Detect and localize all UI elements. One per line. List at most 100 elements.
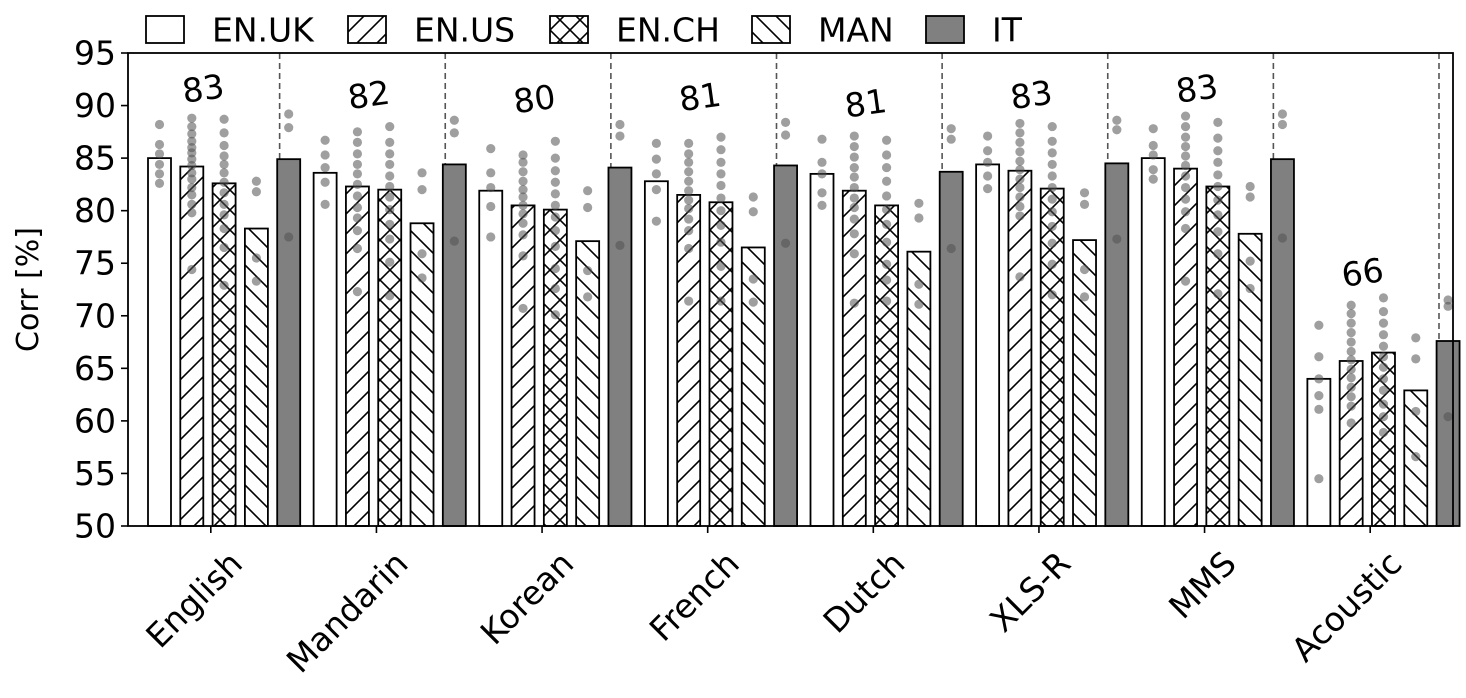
scatter-point	[518, 209, 528, 219]
scatter-point	[849, 182, 859, 193]
scatter-point	[320, 162, 330, 173]
bar-korean-en-ch	[542, 208, 568, 527]
scatter-point	[518, 303, 528, 314]
y-tick-label: 55	[74, 454, 116, 493]
scatter-point	[187, 160, 197, 171]
category-label-mms: MMS	[1161, 544, 1244, 627]
scatter-point	[1112, 125, 1122, 135]
scatter-point	[849, 162, 859, 173]
scatter-point	[518, 218, 528, 228]
scatter-point	[651, 216, 661, 226]
scatter-point	[914, 279, 924, 289]
scatter-point	[1314, 320, 1324, 330]
scatter-point	[385, 149, 395, 159]
scatter-point	[849, 193, 859, 203]
scatter-point	[417, 249, 427, 259]
scatter-point	[882, 237, 892, 247]
scatter-point	[748, 297, 758, 307]
scatter-point	[1180, 207, 1191, 217]
scatter-point	[352, 159, 363, 170]
scatter-point	[849, 141, 859, 152]
scatter-point	[1346, 346, 1356, 357]
scatter-point	[187, 208, 197, 218]
scatter-point	[849, 229, 859, 239]
scatter-point	[1047, 194, 1057, 204]
scatter-point	[550, 136, 560, 146]
scatter-point	[550, 189, 560, 199]
scatter-point	[187, 154, 197, 164]
y-tick-label: 65	[74, 349, 116, 388]
scatter-point	[251, 276, 261, 286]
scatter-point	[1378, 385, 1389, 396]
scatter-point	[1148, 150, 1158, 160]
scatter-point	[1015, 211, 1025, 221]
scatter-point	[1180, 276, 1191, 286]
scatter-point	[1180, 132, 1191, 142]
group-average-labels: 83 82 80 81 81 83 83 66	[180, 66, 1386, 294]
scatter-point	[352, 226, 363, 236]
scatter-point	[817, 200, 827, 211]
scatter-point	[518, 176, 528, 186]
scatter-point	[1079, 188, 1090, 198]
scatter-point	[684, 226, 694, 236]
scatter-point	[219, 140, 229, 151]
scatter-point	[1148, 165, 1158, 175]
y-tick-label: 90	[74, 86, 116, 125]
scatter-point	[1346, 337, 1356, 347]
scatter-point	[748, 207, 758, 217]
scatter-point	[486, 182, 496, 193]
category-label-acoustic: Acoustic	[1284, 544, 1410, 670]
scatter-point	[583, 186, 593, 196]
scatter-point	[748, 192, 758, 202]
scatter-point	[583, 292, 593, 302]
scatter-point	[219, 114, 229, 124]
scatter-point	[1079, 264, 1090, 275]
scatter-point	[284, 232, 294, 242]
scatter-point	[187, 148, 197, 158]
category-label-korean: Korean	[473, 544, 582, 653]
scatter-point	[1378, 352, 1389, 362]
scatter-point	[1047, 121, 1057, 132]
scatter-point	[219, 128, 229, 138]
legend-label-en-ch: EN.CH	[616, 11, 720, 50]
bar-korean-man	[575, 240, 601, 527]
scatter-point	[983, 157, 993, 167]
scatter-point	[1314, 352, 1324, 362]
legend-swatch-en-us	[347, 15, 387, 44]
scatter-point	[983, 146, 993, 156]
scatter-point	[1277, 119, 1288, 130]
scatter-point	[187, 182, 197, 193]
scatter-point	[615, 119, 625, 130]
scatter-point	[550, 212, 560, 222]
scatter-point	[550, 200, 560, 211]
scatter-point	[1148, 174, 1158, 184]
scatter-point	[1378, 362, 1389, 372]
category-label-french: French	[642, 544, 747, 649]
group-average-label: 81	[677, 75, 724, 119]
scatter-point	[882, 275, 892, 285]
scatter-point	[1180, 111, 1191, 121]
scatter-point	[187, 121, 197, 132]
scatter-point	[1314, 374, 1324, 384]
scatter-point	[154, 159, 165, 170]
scatter-point	[1047, 290, 1057, 300]
scatter-point	[1346, 309, 1356, 319]
scatter-point	[1015, 118, 1025, 129]
scatter-point	[320, 150, 330, 160]
bar-xls-r-man	[1072, 239, 1097, 527]
group-average-label: 81	[842, 81, 889, 125]
scatter-point	[518, 200, 528, 211]
scatter-point	[983, 183, 993, 194]
scatter-point	[1245, 283, 1255, 294]
scatter-point	[1047, 259, 1057, 269]
scatter-point	[417, 168, 427, 178]
scatter-point	[1346, 418, 1356, 428]
scatter-point	[780, 117, 791, 127]
scatter-point	[187, 199, 197, 209]
scatter-point	[716, 261, 726, 271]
scatter-point	[1378, 374, 1389, 384]
scatter-point	[518, 167, 528, 177]
bar-mms-man	[1237, 232, 1263, 527]
scatter-point	[385, 121, 395, 132]
scatter-point	[849, 131, 859, 141]
